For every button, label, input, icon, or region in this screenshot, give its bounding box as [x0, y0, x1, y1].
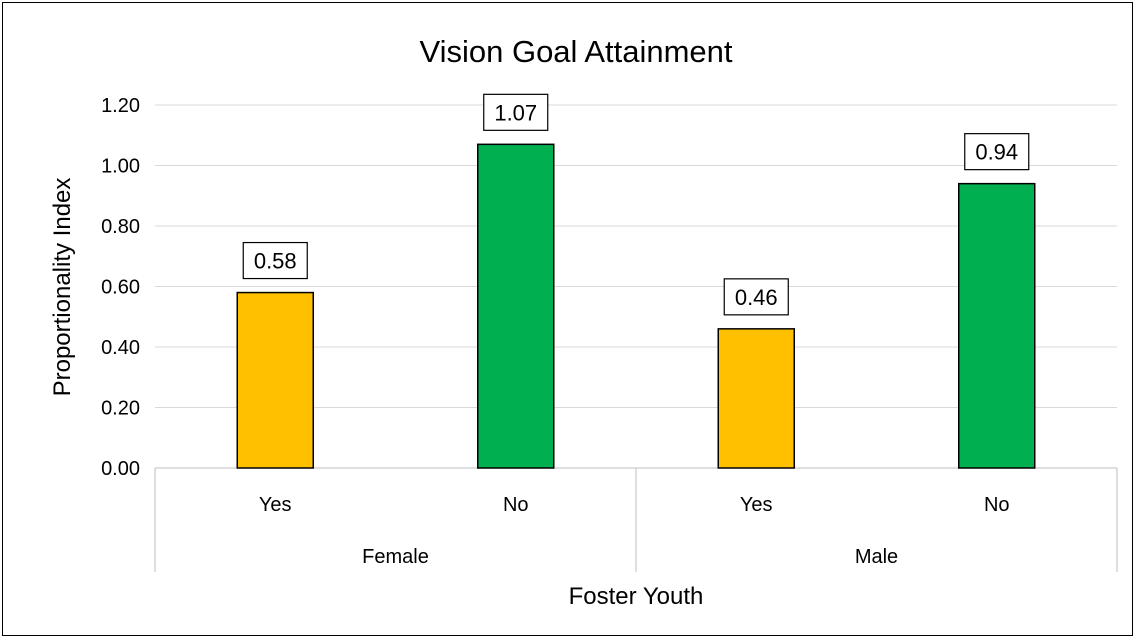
y-tick-label: 1.20: [101, 95, 140, 117]
y-axis-title: Proportionality Index: [49, 178, 76, 397]
y-tick-label: 0.40: [101, 337, 140, 359]
x-category-label: No: [503, 494, 529, 516]
x-category-label: Yes: [740, 494, 773, 516]
chart-title: Vision Goal Attainment: [419, 34, 732, 69]
x-group-label: Female: [362, 546, 429, 568]
y-tick-label: 0.00: [101, 458, 140, 480]
bar-male-no: [958, 182, 1036, 469]
data-label: 0.46: [735, 285, 778, 310]
bar-female-no: [477, 143, 555, 469]
data-label-box: [723, 278, 789, 316]
y-tick-label: 0.60: [101, 277, 140, 299]
bar-male-yes: [717, 328, 795, 469]
x-group-label: Male: [855, 546, 898, 568]
data-label-box: [964, 133, 1030, 171]
gridlines: [154, 104, 1118, 572]
y-tick-label: 1.00: [101, 156, 140, 178]
data-label: 0.94: [975, 140, 1018, 165]
bar-female-yes: [236, 291, 314, 469]
data-label-box: [242, 241, 308, 280]
y-axis-ticks: 0.00 0.20 0.40 0.60 0.80 1.00 1.20: [101, 95, 140, 480]
y-tick-label: 0.80: [101, 216, 140, 238]
x-axis-title: Foster Youth: [569, 583, 704, 610]
data-label: 1.07: [494, 100, 537, 125]
data-label-box: [483, 93, 549, 131]
y-tick-label: 0.20: [101, 398, 140, 420]
bars: 0.58 1.07 0.46 0.94: [236, 93, 1036, 469]
data-label: 0.58: [254, 249, 297, 274]
x-category-label: No: [984, 494, 1010, 516]
x-category-label: Yes: [259, 494, 292, 516]
x-axis-categories: Yes No Female Yes No Male: [259, 494, 1010, 568]
